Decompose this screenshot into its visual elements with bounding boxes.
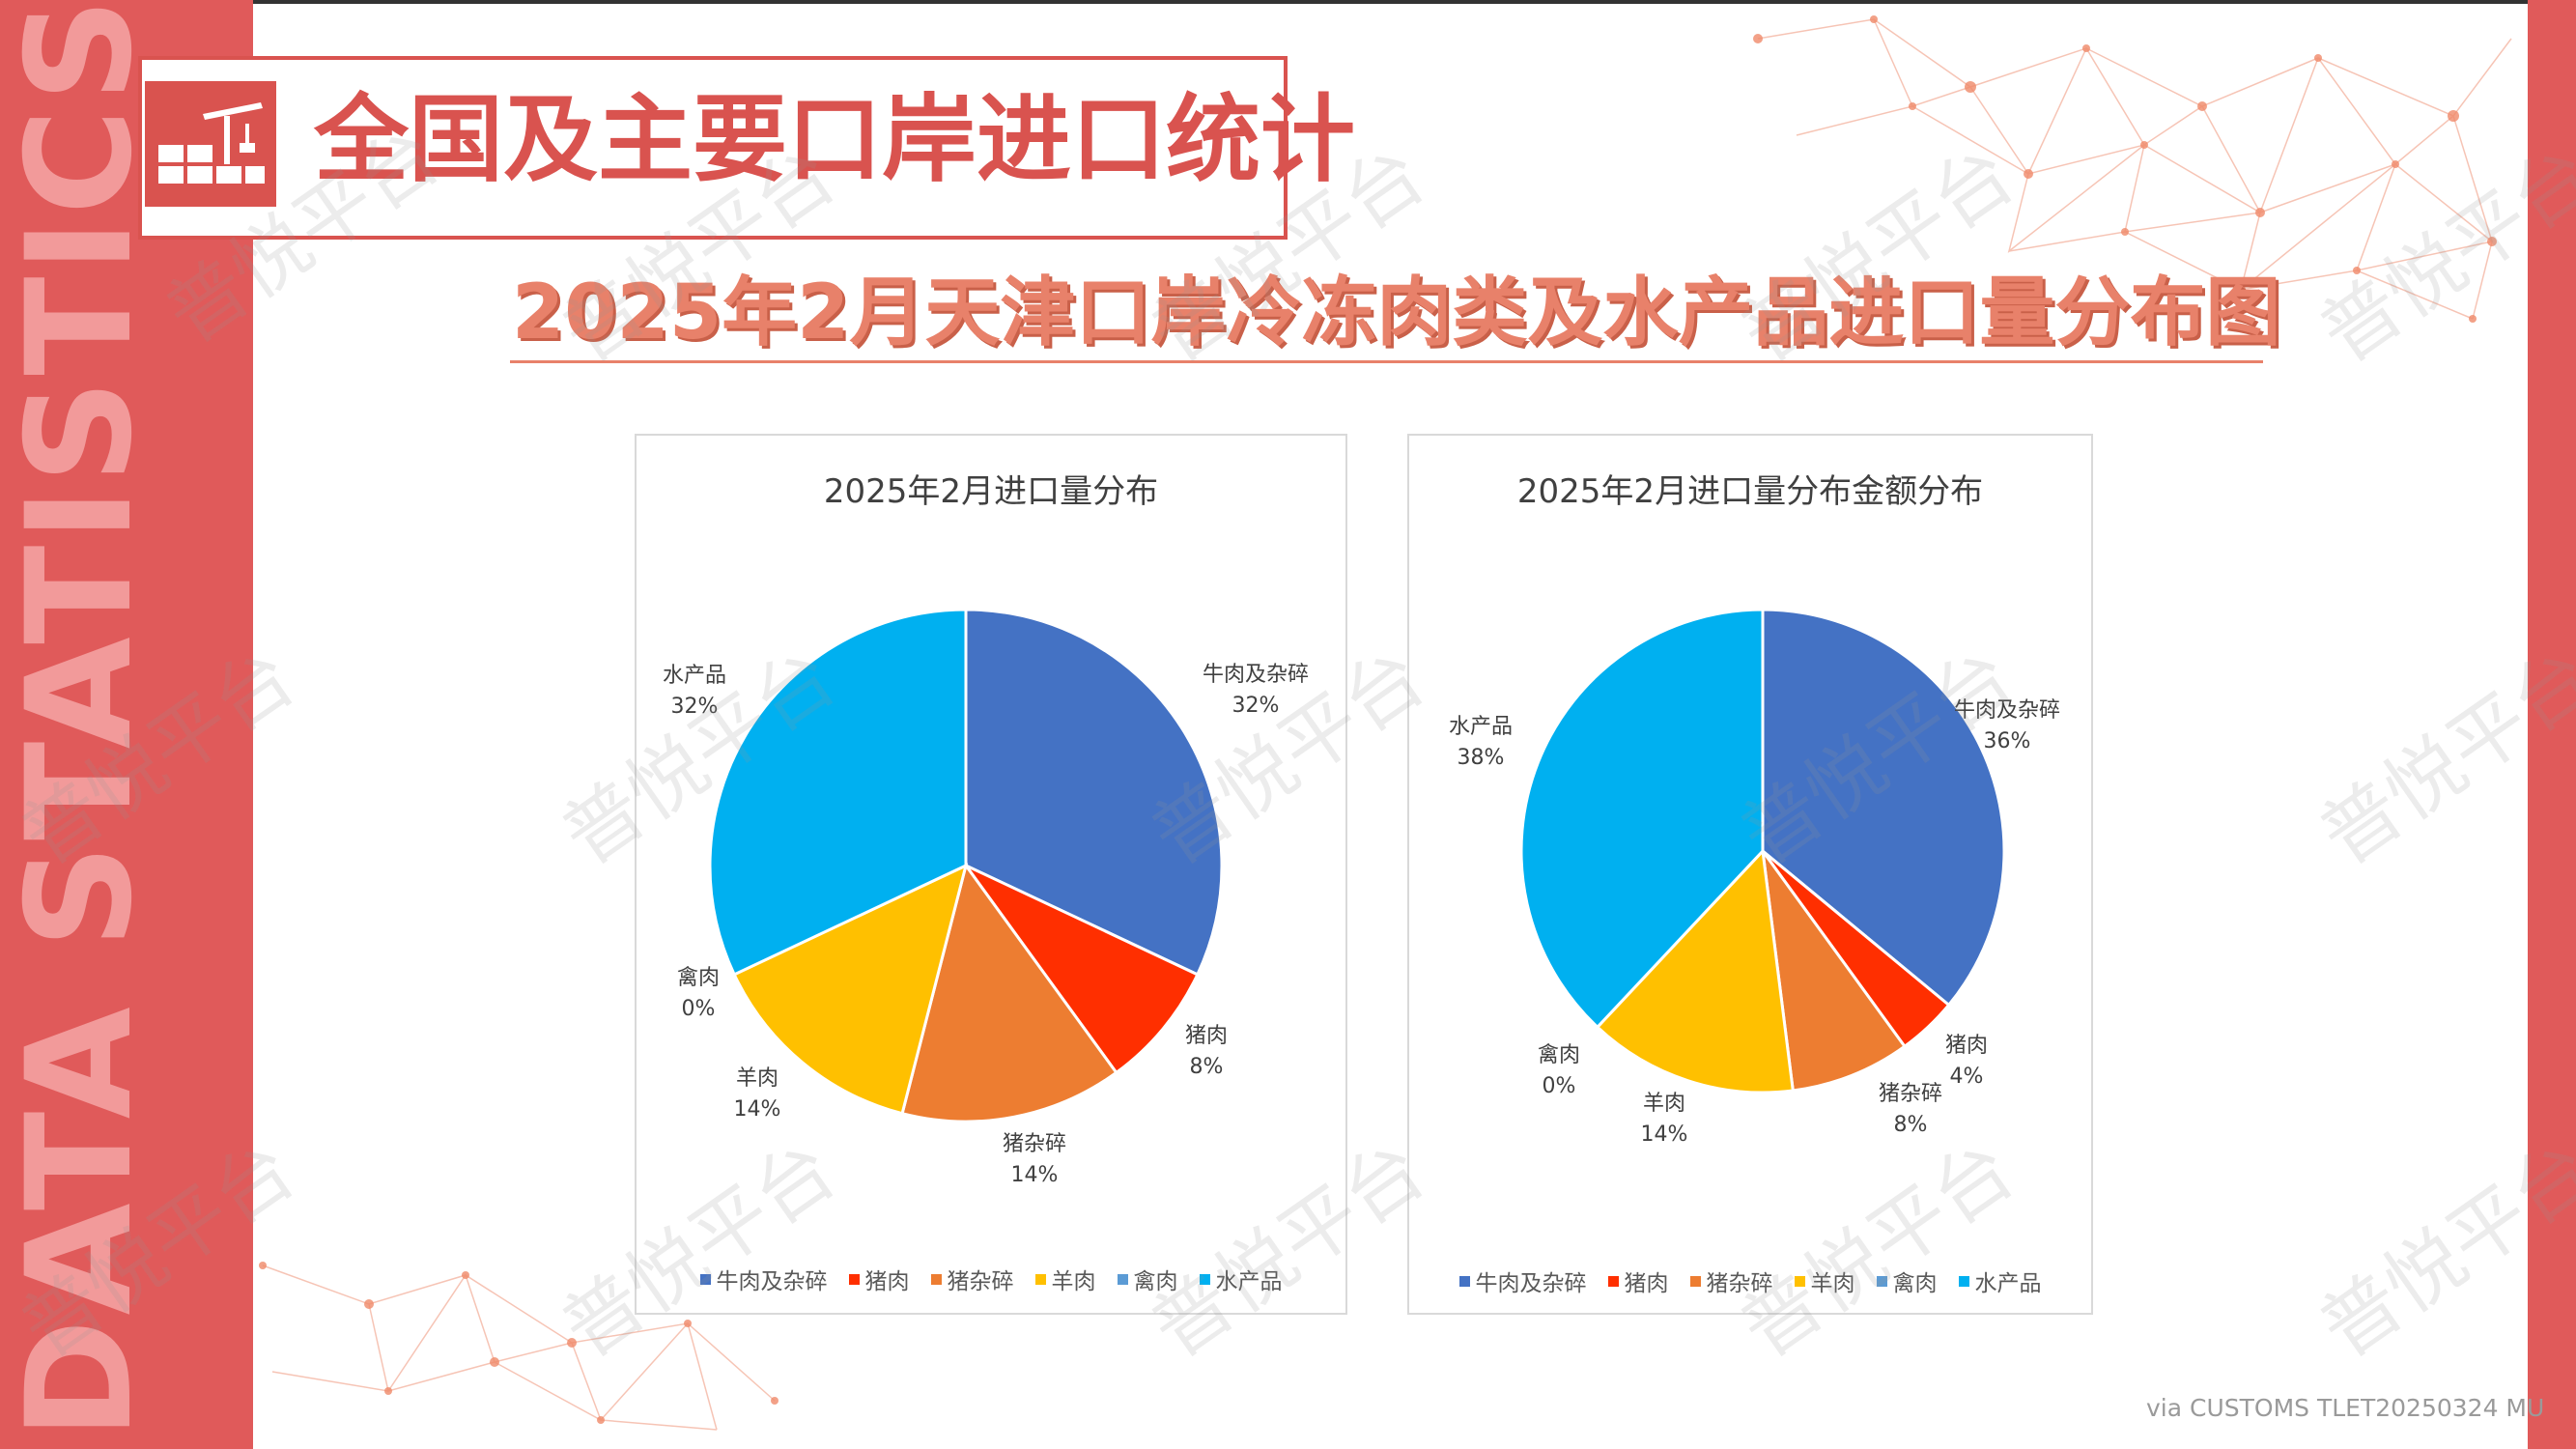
slice-percent-label: 32% [1232,694,1280,718]
legend-item: 猪杂碎 [1689,1264,1773,1297]
legend-item: 牛肉及杂碎 [699,1263,828,1295]
slice-category-label: 猪肉 [1185,1024,1228,1048]
source-note: via CUSTOMS TLET20250324 MU [2146,1394,2545,1422]
slice-category-label: 水产品 [663,664,726,688]
pie-slice-4 [732,863,969,1116]
pie-chart-volume: 牛肉及杂碎 32% 猪肉 8% 猪杂碎 14% 羊肉 14% 禽肉 0% 水产品 32% [663,608,1309,1187]
legend-item: 羊肉 [1794,1264,1855,1297]
slice-percent-label: 8% [1894,1113,1928,1137]
legend-swatch [1458,1275,1470,1287]
legend-swatch [1958,1275,1969,1287]
legend-item: 禽肉 [1876,1264,1938,1297]
slice-percent-label: 14% [1641,1122,1688,1147]
chart-legend: 牛肉及杂碎 猪肉 猪杂碎 羊肉 禽肉 水产品 [1409,1264,2091,1297]
slice-category-label: 猪杂碎 [1003,1132,1066,1156]
legend-label: 水产品 [1215,1269,1283,1294]
slice-percent-label: 36% [1984,729,2031,753]
side-vertical-text: DATA STATISTICS REPORT [0,0,164,1439]
slice-percent-label: 32% [671,695,719,719]
pie-slice-6 [1519,608,1765,1030]
pie-slice-3 [1761,850,1908,1093]
legend-swatch [1199,1273,1210,1285]
legend-item: 羊肉 [1034,1263,1096,1295]
top-border [0,0,2576,4]
legend-label: 羊肉 [1810,1271,1855,1296]
legend-label: 猪杂碎 [1706,1271,1773,1296]
chart-panel-volume: 2025年2月进口量分布 牛肉及杂碎 32% 猪肉 8% 猪杂碎 14% 羊肉 14% 禽肉 0%… [635,434,1347,1315]
slice-percent-label: 38% [1458,746,1505,770]
slice-category-label: 牛肉及杂碎 [1954,698,2060,723]
right-side-band [2528,0,2576,1449]
legend-swatch [1876,1275,1887,1287]
legend-label: 羊肉 [1051,1269,1096,1294]
legend-item: 猪肉 [848,1263,910,1295]
legend-label: 禽肉 [1133,1269,1178,1294]
legend-swatch [848,1273,860,1285]
legend-swatch [930,1273,942,1285]
slice-percent-label: 4% [1950,1065,1984,1089]
left-side-band: DATA STATISTICS REPORT [0,0,253,1449]
chart-legend: 牛肉及杂碎 猪肉 猪杂碎 羊肉 禽肉 水产品 [637,1263,1345,1295]
legend-swatch [1689,1275,1701,1287]
legend-item: 禽肉 [1117,1263,1178,1295]
chart-section-title: 2025年2月天津口岸冷冻肉类及水产品进口量分布图 [512,270,2281,356]
chart-title: 2025年2月进口量分布 [823,472,1159,511]
slice-category-label: 禽肉 [677,966,720,990]
pie-chart-value: 牛肉及杂碎 36% 猪肉 4% 猪杂碎 8% 羊肉 14% 禽肉 0% 水产品 38% [1449,608,2060,1147]
chart-panel-value: 2025年2月进口量分布金额分布 牛肉及杂碎 36% 猪肉 4% 猪杂碎 8% 羊肉 14% 禽… [1407,434,2093,1315]
slice-percent-label: 14% [1011,1163,1059,1187]
slice-category-label: 禽肉 [1538,1043,1580,1067]
slice-percent-label: 0% [682,997,716,1021]
pie-slice-4 [1595,847,1796,1094]
slice-category-label: 猪杂碎 [1879,1082,1942,1106]
legend-swatch [1607,1275,1619,1287]
legend-label: 猪杂碎 [947,1269,1014,1294]
page-title: 全国及主要口岸进口统计 [314,85,1356,195]
legend-label: 猪肉 [1624,1271,1669,1296]
slice-percent-label: 8% [1190,1055,1224,1079]
legend-label: 牛肉及杂碎 [716,1269,828,1294]
legend-item: 牛肉及杂碎 [1458,1264,1587,1297]
network-decoration-top-right [1753,15,2512,323]
pie-slice-1 [1761,608,2006,1008]
legend-swatch [1794,1275,1805,1287]
subtitle-underline [510,360,2263,363]
legend-label: 水产品 [1974,1271,2042,1296]
legend-item: 水产品 [1958,1264,2042,1297]
pie-slice-1 [964,608,1224,977]
chart-title: 2025年2月进口量分布金额分布 [1516,472,1984,511]
legend-label: 猪肉 [864,1269,910,1294]
legend-swatch [699,1273,711,1285]
legend-swatch [1117,1273,1128,1285]
slice-percent-label: 14% [734,1097,781,1122]
header-frame [138,56,1288,240]
network-decoration-bottom-left [259,1262,778,1431]
legend-label: 牛肉及杂碎 [1475,1271,1587,1296]
pie-slice-3 [900,862,1118,1123]
legend-swatch [1034,1273,1046,1285]
pie-slice-2 [964,864,1200,1075]
slice-category-label: 牛肉及杂碎 [1203,663,1309,687]
slice-percent-label: 0% [1543,1074,1576,1098]
pie-slice-6 [708,608,968,977]
legend-label: 禽肉 [1892,1271,1938,1296]
slice-category-label: 猪肉 [1945,1034,1988,1058]
slice-category-label: 水产品 [1449,715,1513,739]
legend-item: 水产品 [1199,1263,1283,1295]
legend-item: 猪肉 [1607,1264,1669,1297]
port-crane-icon [145,81,276,207]
slice-category-label: 羊肉 [736,1066,778,1091]
slice-category-label: 羊肉 [1643,1092,1685,1116]
legend-item: 猪杂碎 [930,1263,1014,1295]
